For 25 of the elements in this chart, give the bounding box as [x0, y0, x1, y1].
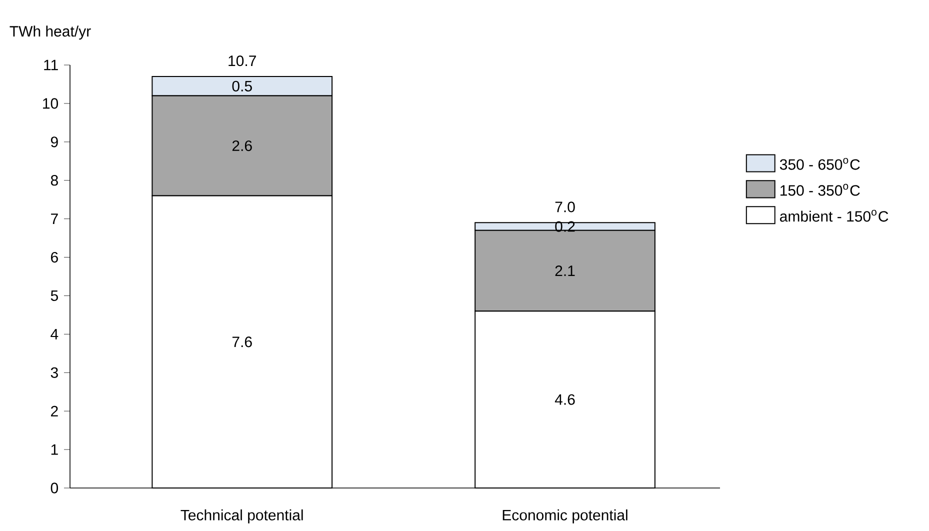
y-tick-label: 2 [51, 406, 58, 416]
legend-label: 350 - 650$^{o}$C [780, 158, 860, 170]
y-tick-label: 11 [44, 60, 58, 70]
data-label: 2.1 [555, 265, 575, 276]
data-label: 2.6 [232, 140, 252, 152]
y-tick-label: 10 [43, 98, 58, 109]
legend-label: ambient - 150$^{o}$C [780, 210, 888, 222]
y-tick-label: 6 [51, 252, 58, 263]
data-label: 7.6 [232, 336, 252, 348]
y-tick-label: 9 [50, 136, 58, 148]
y-tick-label: 8 [50, 175, 58, 186]
y-tick-label: 4 [50, 329, 58, 340]
total-label: 7.0 [555, 202, 575, 212]
y-axis-title: TWh heat/yr [10, 26, 91, 40]
data-label: 4.6 [554, 394, 575, 405]
x-tick-label: Technical potential [180, 509, 303, 524]
y-tick-label: 5 [50, 290, 58, 301]
y-tick-label: 3 [50, 367, 58, 378]
y-tick-label: 1 [51, 444, 58, 455]
y-tick-label: 7 [51, 214, 58, 224]
y-tick-label: 0 [50, 482, 58, 494]
x-tick-label: Economic potential [502, 509, 628, 524]
data-label: 0.5 [232, 80, 252, 92]
legend-label: 150 - 350$^{o}$C [780, 184, 860, 196]
total-label: 10.7 [228, 56, 256, 66]
